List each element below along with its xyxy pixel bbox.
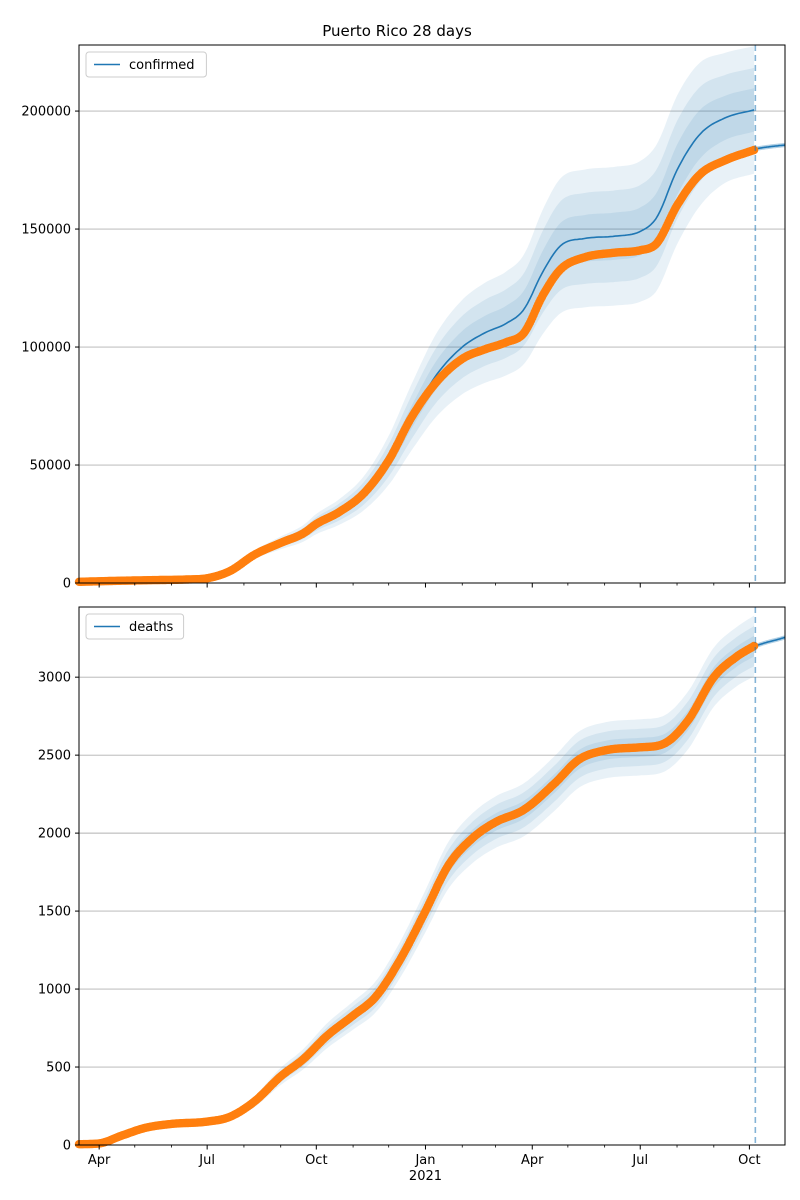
y-tick-label: 1500 — [38, 905, 71, 920]
y-tick-label: 2500 — [38, 749, 71, 764]
x-tick-label: Apr — [521, 1153, 544, 1168]
data-point — [749, 145, 759, 155]
forecast-line-confirmed — [755, 144, 786, 150]
y-tick-label: 0 — [63, 577, 71, 592]
y-tick-label: 0 — [63, 1139, 71, 1154]
legend-confirmed: confirmed — [85, 51, 207, 78]
legend-box — [85, 613, 185, 640]
legend-box — [85, 51, 207, 78]
legend-label: confirmed — [129, 58, 195, 73]
legend-deaths: deaths — [85, 613, 185, 640]
chart-title: Puerto Rico 28 days — [322, 22, 472, 40]
y-tick-label: 1000 — [38, 983, 71, 998]
interval-band-80 — [79, 67, 755, 583]
x-tick-label: Oct — [738, 1153, 760, 1168]
interval-band-95 — [79, 615, 755, 1145]
observed-points — [74, 641, 759, 1149]
interval-band-50 — [79, 88, 755, 582]
forecast-line-deaths — [755, 636, 786, 647]
x-tick-sublabel: 2021 — [409, 1169, 442, 1184]
axes-frame — [78, 44, 786, 584]
x-tick-label: Oct — [305, 1153, 327, 1168]
y-tick-label: 2000 — [38, 827, 71, 842]
interval-band-50 — [79, 635, 755, 1145]
y-tick-label: 100000 — [21, 341, 71, 356]
chart-panels: 0 50000 100000 150000 200000 confirmed 0 500 100… — [21, 44, 786, 1184]
legend-label: deaths — [129, 620, 174, 635]
x-tick-label: Jan — [414, 1153, 435, 1168]
x-tick-label: Jul — [198, 1153, 215, 1168]
interval-band-95 — [79, 46, 755, 583]
y-tick-label: 3000 — [38, 671, 71, 686]
y-tick-label: 50000 — [30, 459, 71, 474]
y-tick-label: 500 — [46, 1061, 71, 1076]
y-tick-label: 200000 — [21, 105, 71, 120]
panel-confirmed: 0 50000 100000 150000 200000 confirmed — [21, 44, 786, 592]
y-tick-label: 150000 — [21, 223, 71, 238]
axes-frame — [78, 606, 786, 1146]
data-point — [749, 641, 759, 651]
panel-deaths: 0 500 1000 1500 2000 2500 3000 Apr Jul Oct Jan2021… — [38, 606, 786, 1184]
x-tick-label: Apr — [88, 1153, 111, 1168]
x-tick-label: Jul — [631, 1153, 648, 1168]
observed-points — [74, 145, 759, 586]
